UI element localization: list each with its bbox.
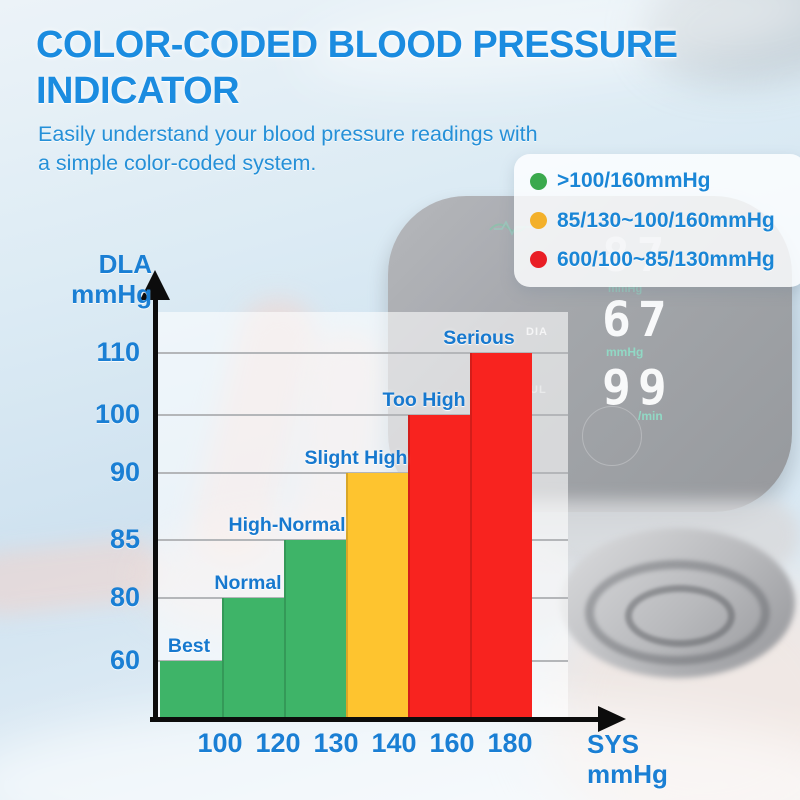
bar-label: Serious	[443, 327, 515, 349]
display-pulse-unit: /min	[638, 409, 663, 423]
y-tick-label: 80	[109, 582, 140, 612]
y-axis-title-line1: DLA	[98, 249, 152, 279]
x-axis-title-line1: SYS	[587, 729, 640, 759]
y-tick-label: 60	[109, 645, 140, 675]
x-tick-label: 140	[371, 728, 417, 758]
legend-dot-icon	[530, 172, 547, 190]
y-axis-title: DLA mmHg	[40, 249, 152, 310]
y-axis-title-line2: mmHg	[71, 278, 152, 309]
y-axis-line	[153, 296, 158, 722]
legend-row: >100/160mmHg	[530, 169, 800, 193]
display-dia-value: 67	[602, 292, 674, 348]
page-subtitle: Easily understand your blood pressure re…	[38, 122, 538, 176]
bar-slight-high	[346, 473, 408, 720]
y-tick-label: 100	[94, 399, 140, 429]
bar-serious	[470, 353, 532, 720]
bar-normal	[222, 598, 284, 720]
bar-label: Normal	[214, 572, 282, 594]
cuff-ring	[625, 585, 735, 647]
x-axis-title: SYS mmHg	[587, 729, 668, 790]
legend-dot-icon	[530, 212, 547, 229]
bar-too-high	[408, 415, 470, 720]
y-tick-label: 90	[109, 457, 140, 487]
bar-label: Too High	[382, 389, 466, 411]
legend-row: 85/130~100/160mmHg	[530, 209, 800, 233]
bar-label: High-Normal	[228, 514, 346, 536]
device-button	[582, 406, 642, 466]
x-axis-title-line2: mmHg	[587, 758, 668, 789]
legend-label: 600/100~85/130mmHg	[557, 247, 775, 271]
x-tick-label: 160	[429, 728, 475, 758]
x-axis-line	[150, 717, 602, 722]
bar-high-normal	[284, 540, 346, 720]
page-title: COLOR-CODED BLOOD PRESSURE INDICATOR	[36, 24, 678, 113]
x-tick-label: 120	[255, 728, 301, 758]
display-dia-unit: mmHg	[606, 345, 644, 359]
x-tick-label: 100	[197, 728, 243, 758]
x-tick-label: 180	[487, 728, 533, 758]
legend: >100/160mmHg 85/130~100/160mmHg 600/100~85…	[514, 154, 800, 287]
legend-dot-icon	[530, 251, 547, 269]
display-pulse-value: 99	[602, 360, 674, 416]
bar-label: Slight High	[304, 447, 408, 469]
x-tick-label: 130	[313, 728, 359, 758]
y-axis-arrow-icon	[140, 270, 170, 300]
legend-label: 85/130~100/160mmHg	[557, 208, 775, 232]
bar-best	[160, 661, 222, 720]
y-tick-label: 85	[109, 524, 140, 554]
legend-row: 600/100~85/130mmHg	[530, 248, 800, 272]
bar-label: Best	[167, 635, 211, 657]
legend-label: >100/160mmHg	[557, 169, 711, 193]
display-sys-ghost-unit: mmHg	[608, 283, 643, 295]
y-tick-label: 110	[96, 337, 140, 367]
